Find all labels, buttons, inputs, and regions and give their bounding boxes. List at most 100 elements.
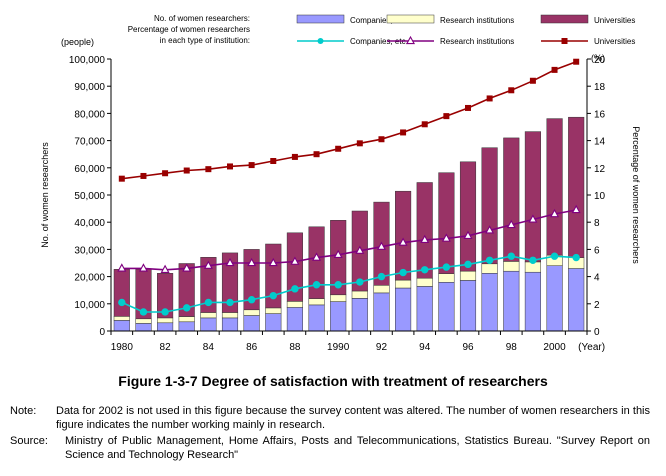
- point-companies-1980: [118, 298, 126, 307]
- bar-institutions-1997: [481, 263, 498, 274]
- bar-companies-1990: [330, 301, 347, 332]
- left-tick-label: 100,000: [69, 55, 106, 66]
- bar-universities-1997: [481, 147, 498, 265]
- point-universities-1980: [118, 175, 125, 182]
- point-institutions-1985: [225, 257, 235, 267]
- right-tick-label: 4: [594, 273, 600, 284]
- point-institutions-1991: [355, 245, 365, 254]
- bar-companies-1983: [178, 321, 195, 332]
- point-companies-1993: [399, 268, 407, 277]
- point-universities-1992: [378, 136, 385, 143]
- bar-institutions-1993: [395, 279, 412, 289]
- right-tick-label: 2: [594, 300, 600, 311]
- bar-universities-1984: [200, 257, 217, 313]
- bar-universities-1993: [395, 190, 412, 281]
- bar-companies-1997: [481, 273, 498, 332]
- legend-line-label-universities: Universities: [594, 37, 635, 46]
- point-institutions-1986: [247, 257, 257, 267]
- point-institutions-2001: [571, 204, 581, 214]
- right-tick-label: 6: [594, 245, 600, 256]
- point-universities-1982: [162, 170, 169, 177]
- bar-institutions-1986: [243, 309, 260, 316]
- point-universities-1987: [270, 158, 277, 164]
- note-label: Note:: [10, 405, 37, 417]
- point-universities-1985: [227, 163, 233, 170]
- x-tick-label: 82: [160, 342, 172, 353]
- point-companies-1997: [485, 256, 494, 264]
- bar-universities-1980: [113, 269, 130, 317]
- point-companies-1999: [529, 256, 537, 264]
- legend-row2-label-2: in each type of institution:: [160, 36, 250, 45]
- x-tick-label: 1980: [111, 342, 134, 353]
- point-companies-1989: [312, 281, 321, 289]
- point-universities-1988: [291, 153, 298, 160]
- right-axis-unit: (%): [591, 53, 605, 63]
- x-tick-label: 86: [246, 342, 258, 353]
- point-companies-1988: [291, 285, 299, 293]
- point-institutions-1981: [138, 263, 148, 272]
- legend-row1-label: No. of women researchers:: [154, 14, 250, 23]
- point-institutions-1984: [203, 260, 213, 269]
- point-institutions-1999: [528, 214, 538, 223]
- bar-universities-1998: [503, 137, 520, 262]
- point-universities-1984: [205, 166, 212, 173]
- bar-companies-1995: [438, 282, 455, 332]
- point-institutions-1983: [182, 263, 192, 272]
- bar-companies-1981: [135, 323, 152, 332]
- point-universities-1981: [140, 172, 147, 179]
- point-institutions-1993: [398, 237, 408, 246]
- bar-universities-1989: [308, 226, 325, 299]
- right-tick-label: 12: [594, 164, 606, 175]
- legend-line-label-institutions: Research institutions: [440, 37, 514, 46]
- point-universities-1990: [335, 145, 342, 152]
- x-tick-label: 92: [376, 342, 388, 353]
- point-institutions-1996: [463, 230, 473, 239]
- right-tick-label: 20: [594, 55, 606, 66]
- point-companies-1981: [139, 308, 148, 316]
- point-companies-1985: [226, 298, 234, 307]
- bar-universities-1994: [416, 182, 433, 279]
- bar-companies-1994: [416, 286, 433, 332]
- point-institutions-1992: [376, 241, 386, 250]
- point-companies-1987: [269, 291, 277, 300]
- point-universities-1994: [421, 121, 428, 128]
- legend-bar-label-companies: Companies, etc.: [350, 16, 408, 25]
- bar-companies-1999: [524, 271, 541, 332]
- bar-institutions-1989: [308, 298, 325, 306]
- right-tick-label: 14: [594, 137, 606, 148]
- point-universities-1995: [443, 113, 450, 120]
- point-companies-1995: [442, 263, 451, 271]
- right-tick-label: 8: [594, 218, 600, 229]
- point-universities-1991: [356, 140, 363, 147]
- bar-institutions-1980: [113, 316, 130, 321]
- bar-institutions-1984: [200, 312, 217, 319]
- left-tick-label: 0: [99, 327, 105, 338]
- point-companies-1991: [356, 278, 364, 286]
- note-text: Data for 2002 is not used in this figure…: [56, 405, 650, 431]
- source-text: Ministry of Public Management, Home Affa…: [65, 435, 650, 461]
- legend-marker-institutions: [405, 35, 416, 45]
- point-companies-1984: [204, 298, 213, 307]
- bar-universities-1986: [243, 249, 260, 311]
- left-tick-label: 40,000: [74, 218, 105, 229]
- bar-companies-1986: [243, 315, 260, 332]
- x-tick-label: 1990: [327, 342, 350, 353]
- left-tick-label: 80,000: [74, 109, 105, 120]
- point-universities-1996: [465, 104, 471, 111]
- point-companies-1986: [247, 296, 256, 304]
- x-tick-label: 88: [289, 342, 301, 353]
- x-tick-label: 2000: [543, 342, 566, 353]
- left-tick-label: 90,000: [74, 82, 105, 93]
- left-tick-label: 30,000: [74, 245, 105, 256]
- point-universities-1989: [313, 151, 320, 158]
- bar-companies-1982: [157, 322, 174, 332]
- point-institutions-1997: [485, 225, 495, 234]
- bar-companies-1989: [308, 304, 325, 332]
- bar-universities-1988: [286, 232, 303, 302]
- point-universities-2001: [573, 58, 580, 65]
- bar-companies-1993: [395, 287, 412, 332]
- left-axis-title: No. of women researchers: [40, 142, 50, 248]
- bar-institutions-1982: [157, 317, 174, 324]
- bar-companies-1996: [459, 280, 477, 332]
- legend-marker-universities: [561, 38, 568, 44]
